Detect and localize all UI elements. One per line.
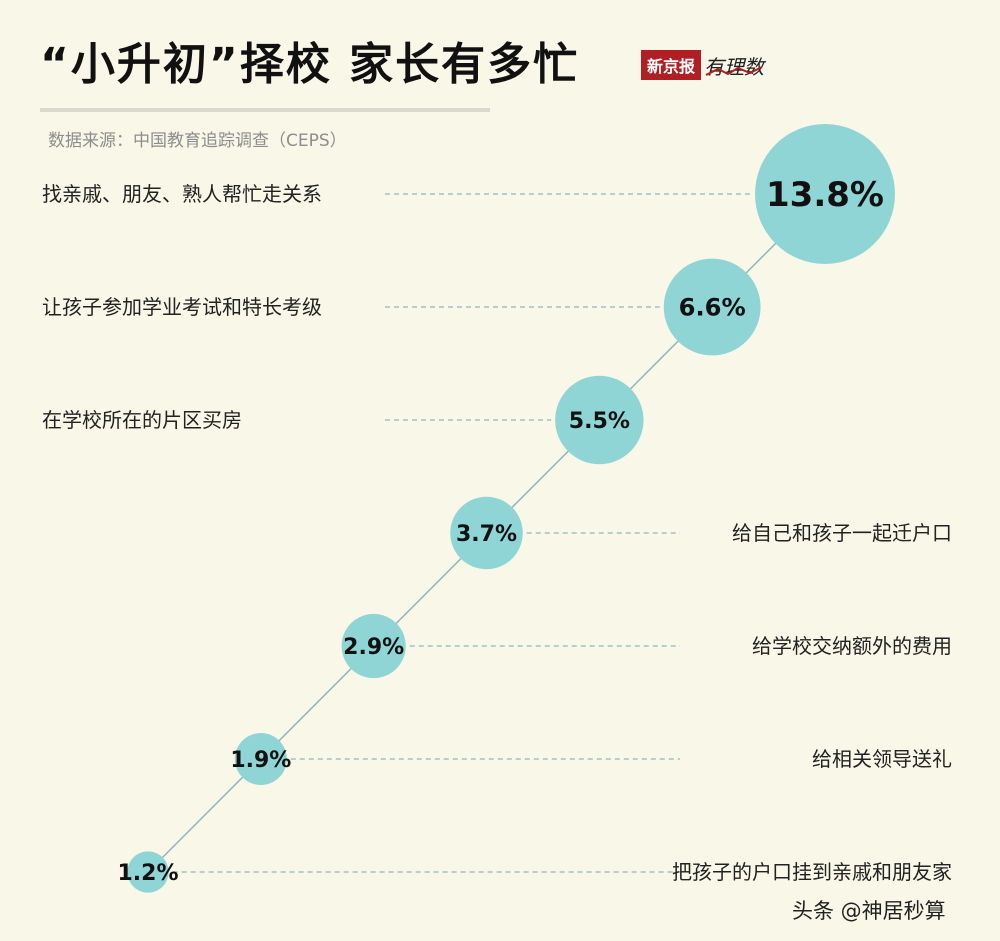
logo-italic-text: 有理数 — [704, 51, 764, 80]
logo-red-text: 新京报 — [641, 50, 702, 80]
category-label-1: 找亲戚、朋友、熟人帮忙走关系 — [42, 182, 322, 206]
value-label-6: 1.9% — [230, 748, 291, 773]
title-underline — [40, 108, 490, 112]
logo-chart-squiggle-icon — [705, 65, 763, 76]
logo-italic-label: 有理数 — [704, 54, 765, 79]
category-label-7: 把孩子的户口挂到亲戚和朋友家 — [672, 860, 952, 884]
category-label-2: 让孩子参加学业考试和特长考级 — [42, 295, 322, 319]
category-label-4: 给自己和孩子一起迁户口 — [732, 521, 952, 545]
value-label-2: 6.6% — [679, 294, 746, 322]
bubble-3 — [555, 375, 644, 465]
value-label-7: 1.2% — [117, 861, 178, 886]
page-title: “小升初”择校 家长有多忙 — [40, 39, 580, 90]
publisher-logo: 新京报 有理数 — [641, 50, 764, 80]
value-label-5: 2.9% — [343, 635, 404, 660]
value-label-4: 3.7% — [456, 522, 517, 547]
bubble-2 — [663, 258, 761, 356]
bubble-7 — [127, 851, 169, 893]
bubble-5 — [341, 613, 406, 679]
value-label-3: 5.5% — [569, 408, 630, 434]
bubble-6 — [234, 733, 287, 785]
data-source: 数据来源：中国教育追踪调查（CEPS） — [48, 131, 347, 151]
bubble-4 — [450, 496, 523, 570]
value-label-1: 13.8% — [766, 175, 884, 215]
bubble-1 — [755, 124, 895, 264]
category-label-5: 给学校交纳额外的费用 — [752, 634, 952, 658]
watermark: 头条 @神居秒算 — [792, 899, 946, 923]
category-label-6: 给相关领导送礼 — [812, 747, 952, 771]
category-label-3: 在学校所在的片区买房 — [42, 408, 242, 432]
